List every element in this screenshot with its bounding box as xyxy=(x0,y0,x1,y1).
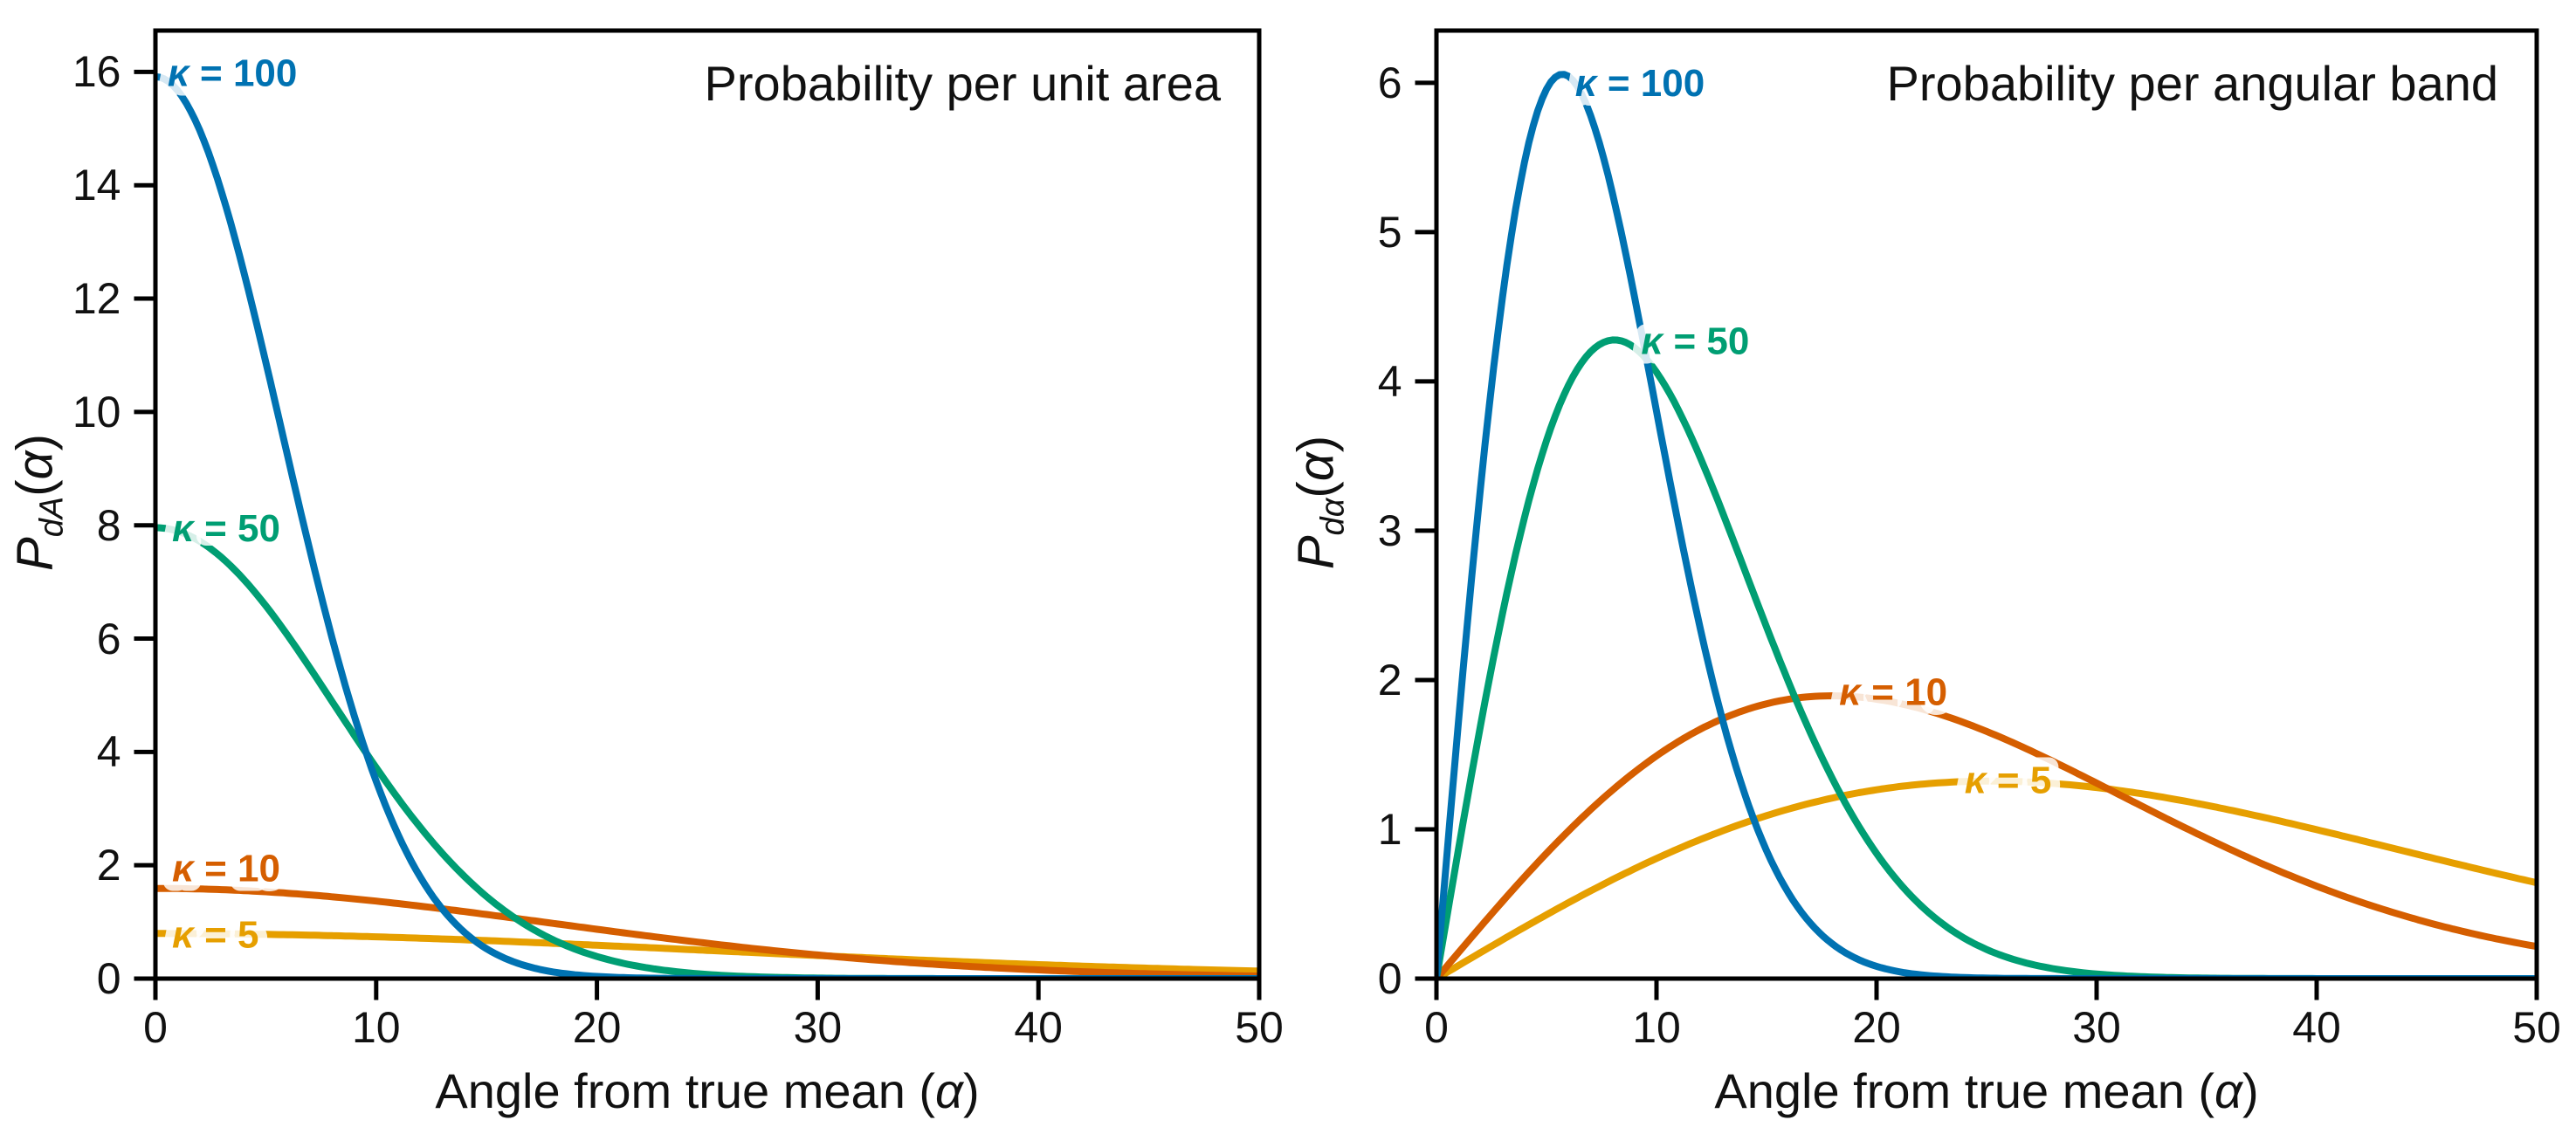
curve-label-kappa-value: = 100 xyxy=(189,52,298,94)
curves-group-right xyxy=(1436,71,2537,979)
ylabel-paren-open: ( xyxy=(1287,481,1345,498)
x-tick-label: 30 xyxy=(793,1003,843,1052)
x-tick-label: 50 xyxy=(1235,1003,1284,1052)
xlabel-paren-close: ) xyxy=(2242,1063,2259,1118)
curve-label-kappa-symbol: κ xyxy=(172,506,196,549)
curve-label-kappa-100: κ = 100 xyxy=(168,52,297,94)
curve-kappa-50 xyxy=(155,524,1259,979)
y-tick-label: 8 xyxy=(96,500,121,550)
curve-label-kappa-symbol: κ xyxy=(1575,61,1599,104)
right-x-axis-label: Angle from true mean (α) xyxy=(1463,1067,2511,1116)
y-tick-label: 16 xyxy=(72,47,121,97)
curve-kappa-5 xyxy=(1436,777,2537,979)
y-tick-label: 0 xyxy=(1377,954,1402,1003)
y-tick-label: 6 xyxy=(1377,58,1402,107)
y-tick-label: 0 xyxy=(96,954,121,1003)
curve-label-kappa-symbol: κ xyxy=(172,847,196,890)
curve-label-kappa-symbol: κ xyxy=(1641,320,1664,362)
curves-group-left xyxy=(155,72,1259,979)
x-tick-label: 50 xyxy=(2512,1003,2561,1052)
curve-label-kappa-symbol: κ xyxy=(172,913,196,956)
x-tick-label: 40 xyxy=(1014,1003,1063,1052)
y-tick-label: 3 xyxy=(1377,505,1402,555)
curve-kappa-50 xyxy=(1436,336,2537,979)
curve-label-kappa-value: = 5 xyxy=(194,913,259,956)
curve-label-kappa-value: = 10 xyxy=(1861,670,1947,713)
curve-label-kappa-value: = 10 xyxy=(194,847,280,890)
curve-label-kappa-50: κ = 50 xyxy=(172,506,280,549)
curve-kappa-5 xyxy=(155,930,1259,975)
xlabel-text: Angle from true mean ( xyxy=(435,1063,936,1118)
curve-label-kappa-symbol: κ xyxy=(168,52,191,94)
xlabel-text: Angle from true mean ( xyxy=(1714,1063,2215,1118)
y-tick-label: 14 xyxy=(72,161,121,210)
right-axes-box xyxy=(1434,28,2539,981)
x-tick-label: 40 xyxy=(2292,1003,2341,1052)
y-tick-label: 4 xyxy=(1377,356,1402,406)
left-x-axis-label: Angle from true mean (α) xyxy=(183,1067,1231,1116)
curve-kappa-100 xyxy=(155,72,1259,979)
x-tick-label: 0 xyxy=(143,1003,168,1052)
ylabel-alpha: α xyxy=(1287,452,1345,482)
right-panel-title: Probability per angular band xyxy=(1886,56,2498,111)
curve-label-kappa-100: κ = 100 xyxy=(1575,61,1705,104)
curve-kappa-10 xyxy=(155,884,1259,979)
xlabel-alpha: α xyxy=(2214,1063,2242,1118)
y-tick-label: 10 xyxy=(72,387,121,436)
ylabel-paren-close: ) xyxy=(1287,435,1345,453)
curve-kappa-10 xyxy=(1436,692,2537,979)
right-y-axis-label: Pdα(α) xyxy=(1287,285,1352,721)
left-panel-title: Probability per unit area xyxy=(704,56,1221,111)
curve-label-kappa-symbol: κ xyxy=(1965,759,1988,801)
y-tick-label: 2 xyxy=(96,841,121,890)
curve-label-kappa-5: κ = 5 xyxy=(1965,759,2052,801)
x-tick-label: 20 xyxy=(1852,1003,1901,1052)
y-tick-label: 2 xyxy=(1377,655,1402,704)
y-tick-label: 12 xyxy=(72,274,121,324)
y-tick-label: 4 xyxy=(96,727,121,777)
y-tick-label: 6 xyxy=(96,614,121,663)
curve-label-kappa-5: κ = 5 xyxy=(172,913,259,956)
x-tick-label: 10 xyxy=(1632,1003,1681,1052)
x-tick-label: 0 xyxy=(1424,1003,1449,1052)
xlabel-alpha: α xyxy=(935,1063,963,1118)
xlabel-paren-close: ) xyxy=(962,1063,980,1118)
x-tick-label: 30 xyxy=(2072,1003,2121,1052)
curve-label-kappa-50: κ = 50 xyxy=(1641,320,1749,362)
curve-label-kappa-symbol: κ xyxy=(1839,670,1863,713)
ylabel-paren-close: ) xyxy=(6,434,64,451)
ylabel-paren-open: ( xyxy=(6,479,64,497)
curve-label-kappa-value: = 100 xyxy=(1597,61,1705,104)
left-axes-box xyxy=(153,28,1262,981)
curve-label-kappa-10: κ = 10 xyxy=(172,847,280,890)
curve-label-kappa-value: = 50 xyxy=(194,506,280,549)
curve-label-kappa-value: = 5 xyxy=(1987,759,2052,801)
x-tick-label: 20 xyxy=(572,1003,622,1052)
y-tick-label: 1 xyxy=(1377,804,1402,854)
curve-label-kappa-10: κ = 10 xyxy=(1839,670,1947,713)
x-tick-label: 10 xyxy=(351,1003,401,1052)
ylabel-alpha: α xyxy=(6,450,64,480)
y-tick-label: 5 xyxy=(1377,207,1402,257)
curve-label-kappa-value: = 50 xyxy=(1663,320,1749,362)
